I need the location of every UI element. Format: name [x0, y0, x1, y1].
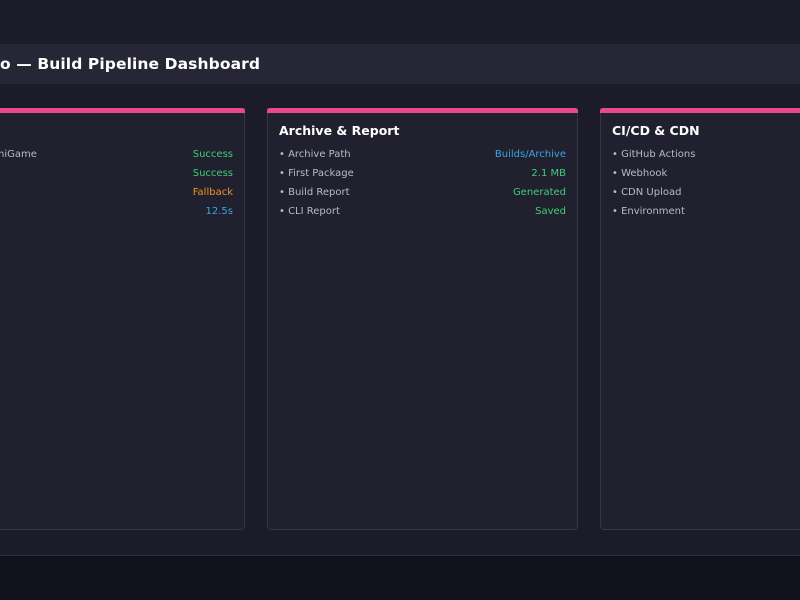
panel-accent-bar	[0, 108, 245, 113]
row-label: • CDN Upload	[612, 185, 681, 201]
header-bar: o — Build Pipeline Dashboard	[0, 44, 800, 84]
panel-row: 12.5s	[0, 204, 233, 220]
row-value: 12.5s	[205, 206, 233, 217]
row-value: Success	[192, 168, 233, 179]
row-value: Success	[192, 149, 233, 160]
bullet-icon: •	[612, 149, 622, 160]
row-label-text: GitHub Actions	[621, 149, 696, 160]
footer-divider	[0, 555, 800, 556]
row-label-text: Build Report	[288, 187, 350, 198]
panel-row: • CDN Upload	[612, 185, 800, 201]
bullet-icon: •	[279, 149, 289, 160]
bullet-icon: •	[612, 168, 622, 179]
archive-report-panel: Archive & Report • Archive Path Builds/A…	[267, 108, 578, 530]
row-label: • First Package	[279, 166, 354, 182]
row-value: Builds/Archive	[494, 149, 566, 160]
row-label-text: CDN Upload	[621, 187, 682, 198]
row-label: niGame	[0, 149, 37, 160]
row-label: • Build Report	[279, 185, 350, 201]
row-value: Fallback	[192, 187, 233, 198]
row-label-text: First Package	[288, 168, 354, 179]
panel-row: • CLI Report Saved	[279, 204, 566, 220]
bullet-icon: •	[612, 206, 622, 217]
bullet-icon: •	[279, 187, 289, 198]
row-label-text: Archive Path	[288, 149, 351, 160]
row-value: 2.1 MB	[531, 168, 566, 179]
build-panel: niGame Success Success Fallback 12.5s	[0, 108, 245, 530]
panel-title: CI/CD & CDN	[612, 123, 700, 138]
bullet-icon: •	[279, 168, 289, 179]
panel-row: Fallback	[0, 185, 233, 201]
row-label: • GitHub Actions	[612, 147, 695, 163]
row-value: Saved	[535, 206, 566, 217]
panel-row: Success	[0, 166, 233, 182]
row-label-text: CLI Report	[288, 206, 340, 217]
bullet-icon: •	[279, 206, 289, 217]
row-label-text: Environment	[621, 206, 685, 217]
row-label: • CLI Report	[279, 204, 340, 220]
panel-row: • First Package 2.1 MB	[279, 166, 566, 182]
panel-row: • Build Report Generated	[279, 185, 566, 201]
panel-row: • Archive Path Builds/Archive	[279, 147, 566, 163]
footer-bar	[0, 556, 800, 600]
row-label-text: Webhook	[621, 168, 668, 179]
panel-row: niGame Success	[0, 147, 233, 163]
row-label: • Archive Path	[279, 147, 351, 163]
panel-title: Archive & Report	[279, 123, 400, 138]
panel-row: • GitHub Actions	[612, 147, 800, 163]
cicd-cdn-panel: CI/CD & CDN • GitHub Actions • Webhook •…	[600, 108, 800, 530]
panel-row: • Environment	[612, 204, 800, 220]
row-label: • Environment	[612, 204, 685, 220]
row-label: • Webhook	[612, 166, 667, 182]
panel-accent-bar	[267, 108, 578, 113]
page-title: o — Build Pipeline Dashboard	[0, 55, 261, 73]
panel-accent-bar	[600, 108, 800, 113]
panel-row: • Webhook	[612, 166, 800, 182]
row-value: Generated	[512, 187, 566, 198]
bullet-icon: •	[612, 187, 622, 198]
